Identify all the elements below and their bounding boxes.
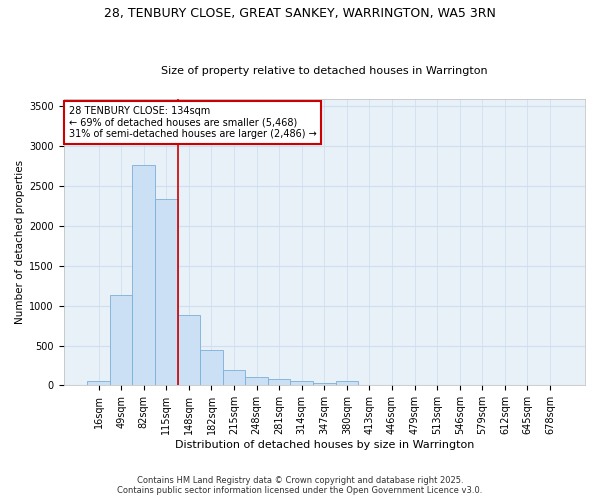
Bar (290, 381, 313, 386)
Bar (155, 199, 178, 386)
Bar (268, 378, 290, 386)
Text: 28 TENBURY CLOSE: 134sqm
← 69% of detached houses are smaller (5,468)
31% of sem: 28 TENBURY CLOSE: 134sqm ← 69% of detach… (69, 106, 317, 139)
Bar (110, 296, 133, 386)
Bar (335, 382, 358, 386)
Bar (223, 370, 245, 386)
Title: Size of property relative to detached houses in Warrington: Size of property relative to detached ho… (161, 66, 488, 76)
Bar (245, 376, 268, 386)
Bar (200, 350, 223, 386)
Text: 28, TENBURY CLOSE, GREAT SANKEY, WARRINGTON, WA5 3RN: 28, TENBURY CLOSE, GREAT SANKEY, WARRING… (104, 8, 496, 20)
Bar (88, 382, 110, 386)
X-axis label: Distribution of detached houses by size in Warrington: Distribution of detached houses by size … (175, 440, 474, 450)
Bar (133, 166, 155, 386)
Bar (313, 383, 335, 386)
Y-axis label: Number of detached properties: Number of detached properties (15, 160, 25, 324)
Bar (178, 315, 200, 386)
Text: Contains HM Land Registry data © Crown copyright and database right 2025.
Contai: Contains HM Land Registry data © Crown c… (118, 476, 482, 495)
